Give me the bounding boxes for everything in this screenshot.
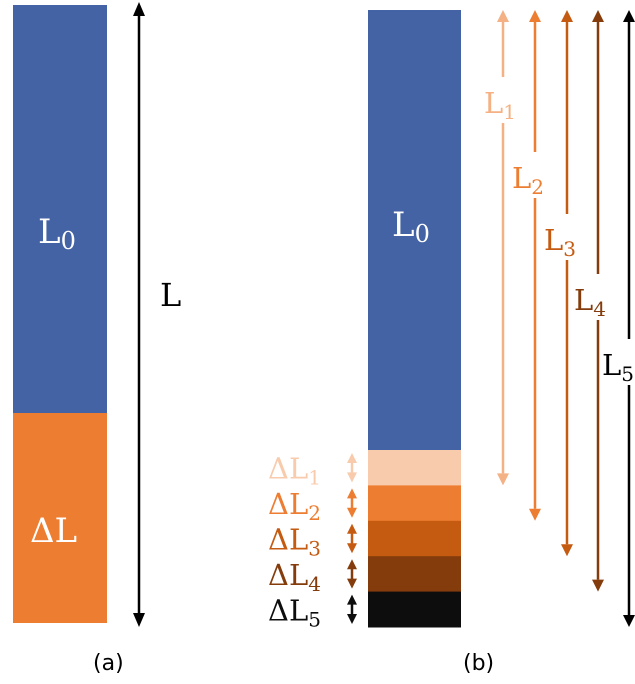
segment-delta-l2 xyxy=(368,485,461,522)
segment-delta-l3 xyxy=(368,520,461,557)
length-arrow-head-bottom xyxy=(623,615,635,627)
length-label-l3: L3 xyxy=(544,223,576,261)
segment-arrow-up-3 xyxy=(347,523,357,534)
panel-b-segments xyxy=(368,450,461,628)
length-arrow-head-bottom xyxy=(561,544,573,557)
length-label-l1: L1 xyxy=(484,86,516,124)
segment-arrow-up-1 xyxy=(347,453,357,463)
panel-a-arrow-head-bottom xyxy=(133,613,145,627)
segment-label-delta-l3: ΔL3 xyxy=(268,523,321,561)
segment-delta-l5 xyxy=(368,591,461,628)
segment-delta-l1 xyxy=(368,450,461,486)
segment-arrow-down-4 xyxy=(347,578,357,589)
panel-a: L0 ΔL L (a) xyxy=(13,2,181,676)
segment-arrow-up-2 xyxy=(347,488,357,499)
segment-label-delta-l4: ΔL4 xyxy=(268,558,321,596)
segment-arrow-down-1 xyxy=(347,472,357,483)
length-arrow-l3 xyxy=(561,10,573,557)
length-arrow-head-bottom xyxy=(529,508,541,521)
segment-arrow-up-4 xyxy=(347,559,357,570)
segment-arrow-up-5 xyxy=(347,594,357,605)
panel-b-segment-arrows xyxy=(347,453,357,624)
length-arrow-head-top xyxy=(623,10,635,22)
segment-label-delta-l2: ΔL2 xyxy=(268,487,321,525)
length-arrow-l5 xyxy=(623,10,635,627)
length-arrow-head-top xyxy=(497,10,509,22)
length-arrow-l2 xyxy=(529,10,541,521)
panel-b-base-bar xyxy=(368,10,461,450)
length-label-l5: L5 xyxy=(602,348,634,386)
length-label-l4: L4 xyxy=(574,283,606,321)
length-arrow-l4 xyxy=(592,10,604,592)
panel-a-delta-bar xyxy=(13,413,107,623)
length-arrow-head-top xyxy=(561,10,573,22)
panel-b-caption: (b) xyxy=(463,651,494,676)
segment-arrow-down-3 xyxy=(347,543,357,554)
panel-a-base-label: L0 xyxy=(38,212,76,255)
panel-a-delta-label: ΔL xyxy=(30,511,77,551)
segment-label-delta-l1: ΔL1 xyxy=(268,452,321,490)
length-arrow-l1 xyxy=(497,10,509,486)
length-arrow-head-top xyxy=(592,10,604,22)
length-arrow-head-top xyxy=(529,10,541,22)
segment-delta-l4 xyxy=(368,556,461,593)
panel-a-base-bar xyxy=(13,5,107,413)
panel-b-base-label: L0 xyxy=(392,205,430,248)
panel-a-arrow-head-top xyxy=(133,2,145,16)
length-label-l2: L2 xyxy=(512,161,544,199)
panel-a-total-label: L xyxy=(160,276,181,314)
segment-label-delta-l5: ΔL5 xyxy=(268,593,321,631)
length-arrow-head-bottom xyxy=(592,579,604,592)
segment-arrow-down-2 xyxy=(347,507,357,518)
segment-arrow-down-5 xyxy=(347,614,357,624)
length-arrow-head-bottom xyxy=(497,473,509,486)
panel-a-caption: (a) xyxy=(93,651,124,676)
